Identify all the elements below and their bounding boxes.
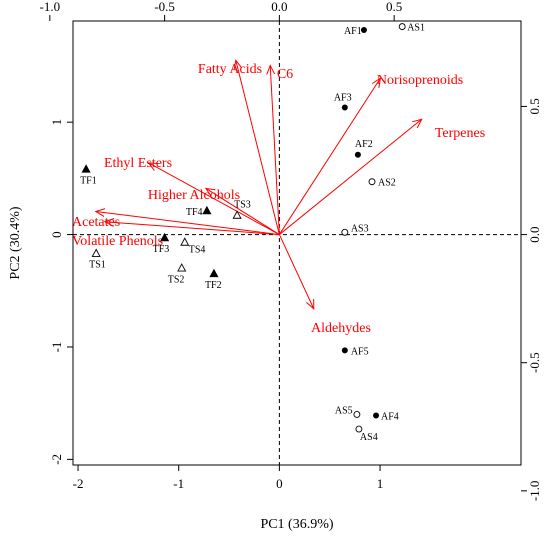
x-axis-title: PC1 (36.9%) (260, 517, 333, 532)
vector-label-higher-alcohols: Higher Alcohols (148, 188, 240, 203)
loading-vectors: Fatty Acids C6 Norisoprenoids Terpenes Ethyl… (72, 60, 485, 336)
y-axis-tick-label: 0 (49, 231, 64, 238)
vector-label-terpenes: Terpenes (435, 126, 485, 141)
vector-label-volatile-phenols: Volatile Phenols (72, 234, 163, 249)
point-label-af1: AF1 (344, 26, 362, 37)
point-label-af5: AF5 (351, 346, 369, 357)
vector-volatile-phenols (105, 222, 280, 236)
top-axis-tick-label: 0.5 (386, 0, 402, 14)
vector-higher-alcohols (206, 188, 280, 235)
point-tf4 (202, 205, 212, 215)
point-label-ts2: TS2 (168, 274, 185, 285)
right-axis-tick-label: -1.0 (527, 481, 542, 502)
point-ts2 (177, 263, 187, 272)
vector-aldehydes (278, 234, 313, 309)
x-axis-tick-label: 1 (377, 476, 384, 491)
right-axis-tick-label: -0.5 (527, 352, 542, 373)
point-label-tf4: TF4 (186, 207, 203, 218)
point-af2 (354, 151, 361, 158)
point-label-as5: AS5 (335, 405, 353, 416)
point-ts4 (180, 237, 190, 246)
point-af3 (341, 104, 348, 111)
reference-lines (73, 21, 521, 465)
axis-ticks: -2 -1 0 1 -2 -1 0 1 -1.0 -0.5 0.0 0.5 -1.0 -0.5 0.0 0.5 (40, 0, 542, 501)
point-af5 (341, 347, 348, 354)
point-as2 (368, 178, 376, 186)
point-as4 (355, 425, 363, 433)
vector-label-fatty-acids: Fatty Acids (198, 62, 262, 77)
point-as1 (398, 23, 406, 31)
vector-norisoprenoids (278, 78, 380, 235)
point-tf1 (81, 164, 91, 173)
point-as5 (353, 410, 361, 418)
top-axis-tick-label: 0.0 (271, 0, 287, 14)
vector-label-norisoprenoids: Norisoprenoids (377, 73, 463, 88)
vector-fatty-acids (236, 60, 280, 235)
vector-label-aldehydes: Aldehydes (311, 321, 371, 336)
point-label-af3: AF3 (334, 93, 352, 104)
score-points: AF1 AF2 AF3 AF4 AF5 AS1 AS2 AS3 AS4 AS5 TF1 TF2 TF3 T… (80, 23, 425, 443)
point-af1 (360, 26, 367, 33)
point-label-ts1: TS1 (89, 260, 106, 271)
point-label-as4: AS4 (360, 432, 378, 443)
top-axis-tick-label: -0.5 (154, 0, 175, 14)
y-axis-tick-label: 1 (49, 119, 64, 126)
vector-acetates (96, 212, 280, 236)
right-axis-tick-label: 0.5 (527, 98, 542, 114)
vector-terpenes (279, 119, 421, 235)
vector-ethyl-esters (149, 163, 280, 236)
point-label-tf1: TF1 (80, 175, 97, 186)
point-af4 (373, 412, 380, 419)
point-label-ts4: TS4 (189, 244, 206, 255)
x-axis-tick-label: -2 (73, 476, 84, 491)
vector-label-c6: C6 (277, 67, 293, 82)
x-axis-tick-label: 0 (276, 476, 283, 491)
y-axis-tick-label: -1 (49, 342, 64, 353)
vector-label-ethyl-esters: Ethyl Esters (104, 156, 172, 171)
point-tf2 (209, 268, 219, 278)
point-tf3 (160, 232, 170, 242)
y-axis-tick-label: -2 (49, 454, 64, 465)
vector-c6 (270, 65, 280, 235)
y-axis-title: PC2 (30.4%) (8, 206, 23, 279)
point-label-af4: AF4 (381, 412, 399, 423)
point-label-af2: AF2 (355, 139, 373, 150)
x-axis-tick-label: -1 (173, 476, 184, 491)
top-axis-tick-label: -1.0 (40, 0, 61, 14)
plot-frame (72, 20, 522, 466)
point-label-as2: AS2 (378, 178, 396, 189)
point-as3 (341, 228, 349, 236)
point-label-tf2: TF2 (205, 280, 222, 291)
right-axis-tick-label: 0.0 (527, 226, 542, 242)
point-ts3 (232, 210, 242, 219)
point-label-as3: AS3 (351, 223, 369, 234)
point-ts1 (91, 248, 101, 257)
point-label-tf3: TF3 (153, 244, 170, 255)
point-label-ts3: TS3 (234, 199, 251, 210)
point-label-as1: AS1 (407, 23, 425, 34)
